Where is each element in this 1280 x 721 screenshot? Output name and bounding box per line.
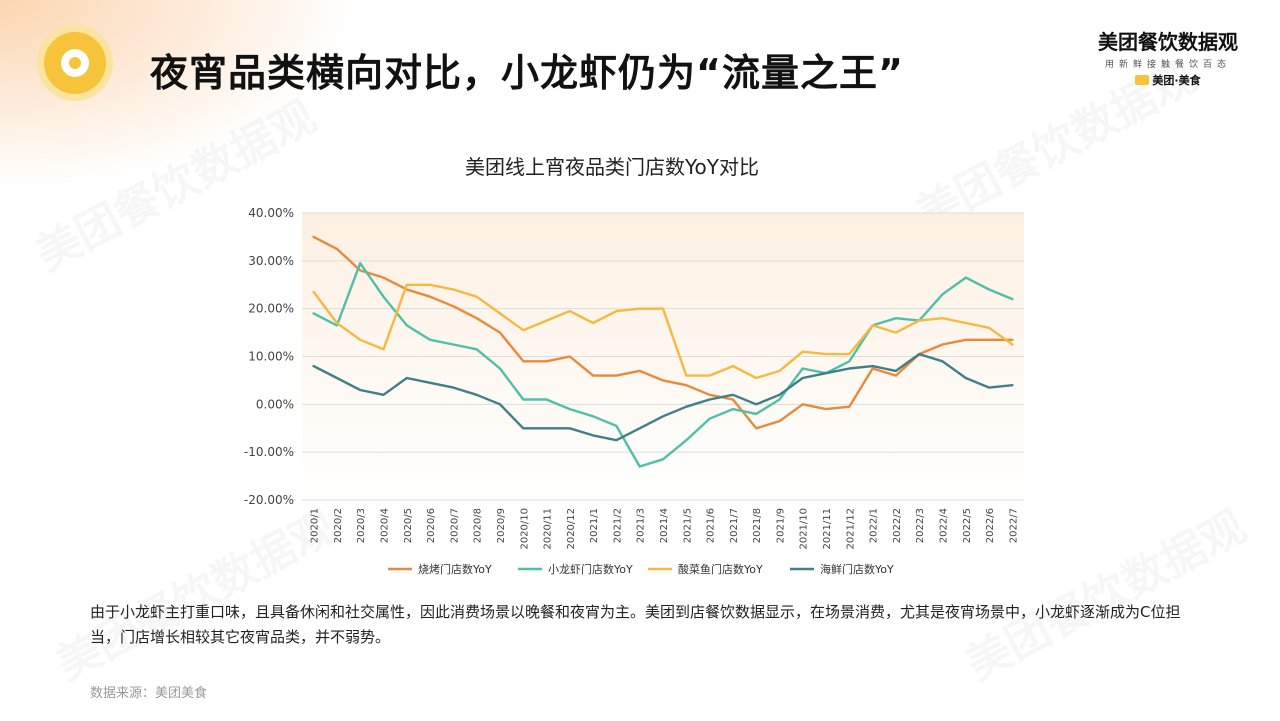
series-line bbox=[312, 283, 1014, 380]
legend-label: 海鲜门店数YoY bbox=[820, 562, 894, 576]
chart-title: 美团线上宵夜品类门店数YoY对比 bbox=[465, 155, 759, 179]
x-tick-label: 2022/2 bbox=[892, 508, 903, 543]
body-paragraph: 由于小龙虾主打重口味，且具备休闲和社交属性，因此消费场景以晚餐和夜宵为主。美团到… bbox=[90, 603, 1181, 646]
y-tick-label: 0.00% bbox=[256, 397, 294, 411]
x-tick-label: 2021/8 bbox=[752, 508, 763, 543]
x-tick-label: 2020/8 bbox=[473, 508, 484, 543]
legend-label: 烧烤门店数YoY bbox=[418, 562, 492, 576]
x-tick-label: 2020/10 bbox=[519, 508, 530, 550]
meituan-mark-icon bbox=[1135, 75, 1150, 85]
brand-logo: 美团餐饮数据观 用新鲜接触餐饮百态 美团·美食 bbox=[1088, 26, 1248, 88]
x-tick-label: 2020/12 bbox=[566, 508, 577, 550]
brand-name: 美团餐饮数据观 bbox=[1098, 30, 1238, 54]
x-tick-label: 2021/4 bbox=[659, 508, 670, 543]
brand-sub: 美团·美食 bbox=[1088, 72, 1248, 88]
series-line bbox=[312, 235, 1014, 430]
x-tick-label: 2021/7 bbox=[729, 508, 740, 543]
y-tick-label: 10.00% bbox=[248, 350, 294, 364]
x-tick-label: 2021/6 bbox=[706, 508, 717, 543]
x-tick-label: 2020/2 bbox=[333, 508, 344, 543]
x-tick-label: 2020/1 bbox=[310, 508, 321, 543]
legend-label: 酸菜鱼门店数YoY bbox=[678, 562, 763, 576]
x-tick-label: 2021/2 bbox=[612, 508, 623, 543]
x-tick-label: 2021/1 bbox=[589, 508, 600, 543]
x-tick-label: 2021/3 bbox=[636, 508, 647, 543]
x-tick-label: 2022/1 bbox=[869, 508, 880, 543]
x-tick-label: 2021/11 bbox=[822, 508, 833, 550]
y-tick-label: -20.00% bbox=[244, 493, 294, 507]
x-tick-label: 2020/7 bbox=[449, 508, 460, 543]
y-tick-label: -10.00% bbox=[244, 445, 294, 459]
corner-glow-decoration bbox=[0, 0, 360, 190]
x-tick-label: 2020/11 bbox=[543, 508, 554, 550]
x-tick-label: 2020/9 bbox=[496, 508, 507, 543]
x-tick-label: 2022/7 bbox=[1008, 508, 1019, 543]
data-source-note: 数据来源：美团美食 bbox=[90, 686, 208, 701]
x-tick-label: 2020/3 bbox=[356, 508, 367, 543]
y-tick-label: 20.00% bbox=[248, 302, 294, 316]
legend-label: 小龙虾门店数YoY bbox=[548, 562, 633, 576]
x-tick-label: 2022/5 bbox=[962, 508, 973, 543]
brand-sub-label: 美团·美食 bbox=[1152, 74, 1201, 87]
x-tick-label: 2021/12 bbox=[845, 508, 856, 550]
x-tick-label: 2020/4 bbox=[380, 508, 391, 543]
x-tick-label: 2022/6 bbox=[985, 508, 996, 543]
y-tick-label: 40.00% bbox=[248, 206, 294, 220]
x-tick-label: 2021/10 bbox=[799, 508, 810, 550]
x-tick-label: 2022/4 bbox=[938, 508, 949, 543]
x-tick-label: 2022/3 bbox=[915, 508, 926, 543]
page-title: 夜宵品类横向对比，小龙虾仍为“流量之王” bbox=[150, 51, 904, 95]
series-line bbox=[312, 352, 1014, 442]
y-tick-label: 30.00% bbox=[248, 254, 294, 268]
x-tick-label: 2020/6 bbox=[426, 508, 437, 543]
x-tick-label: 2021/9 bbox=[775, 508, 786, 543]
location-pin-logo-icon bbox=[44, 32, 106, 94]
series-line bbox=[312, 262, 1014, 468]
x-tick-label: 2020/5 bbox=[403, 508, 414, 543]
brand-tagline: 用新鲜接触餐饮百态 bbox=[1104, 60, 1231, 70]
x-tick-label: 2021/5 bbox=[682, 508, 693, 543]
